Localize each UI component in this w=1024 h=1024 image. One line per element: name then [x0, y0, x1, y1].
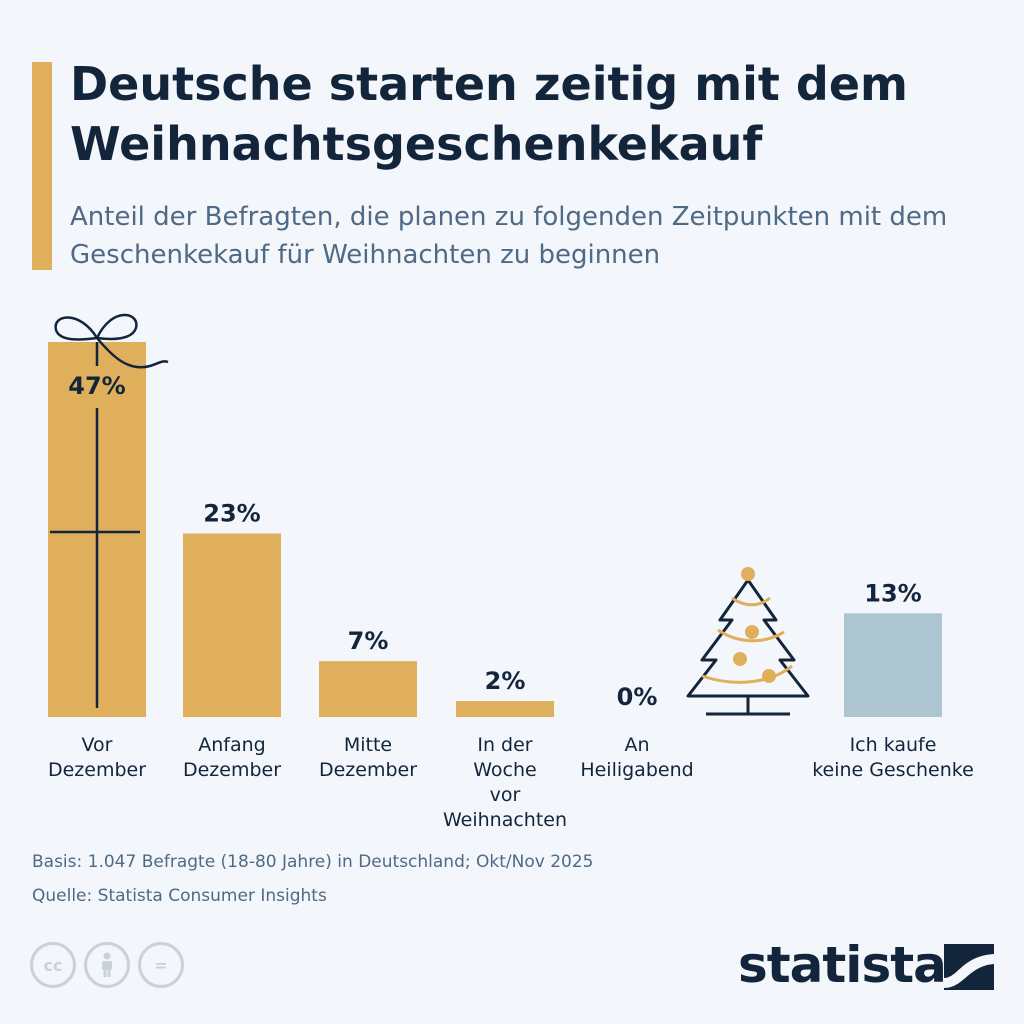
category-label-0-0: Vor	[82, 734, 113, 756]
statista-logo-icon	[944, 944, 994, 990]
chart-title: Deutsche starten zeitig mit dem Weihnach…	[70, 57, 908, 171]
bar-1	[183, 533, 281, 717]
category-label-0-1: Dezember	[48, 759, 146, 781]
category-label-5-1: keine Geschenke	[812, 759, 974, 781]
chart-subtitle: Anteil der Befragten, die planen zu folg…	[70, 202, 948, 270]
category-label-4-1: Heiligabend	[580, 759, 693, 781]
bar-chart: 47% Vor Dezember 23% Anfang Dezember 7% Mitte De…	[48, 313, 974, 831]
bar-value-label-4: 0%	[617, 683, 658, 711]
person-icon	[84, 942, 130, 988]
bar-value-label-0: 47%	[68, 372, 125, 400]
accent-bar	[32, 62, 52, 270]
license-icons: cc =	[30, 942, 184, 988]
category-label-4-0: An	[624, 734, 649, 756]
category-label-5-0: Ich kaufe	[850, 734, 937, 756]
footer-source: Quelle: Statista Consumer Insights	[32, 886, 327, 906]
category-label-3-3: Weihnachten	[443, 809, 567, 831]
bar-value-label-2: 7%	[348, 627, 389, 655]
cc-icon: cc	[30, 942, 76, 988]
bar-value-label-1: 23%	[203, 499, 260, 527]
footer-basis: Basis: 1.047 Befragte (18-80 Jahre) in D…	[32, 852, 594, 872]
bar-value-label-5: 13%	[864, 579, 921, 607]
category-label-3-1: Woche	[473, 759, 536, 781]
category-label-3-2: vor	[490, 784, 521, 806]
bar-3	[456, 701, 554, 717]
category-label-3-0: In der	[477, 734, 532, 756]
equals-icon: =	[138, 942, 184, 988]
bar-2	[319, 661, 417, 717]
category-label-2-0: Mitte	[344, 734, 392, 756]
bar-value-label-3: 2%	[485, 667, 526, 695]
bar-5	[844, 613, 942, 717]
gift-ribbon-icon	[50, 313, 169, 708]
category-label-2-1: Dezember	[319, 759, 417, 781]
statista-logo-text: statista	[738, 936, 947, 994]
christmas-tree-icon	[686, 567, 810, 716]
category-label-1-1: Dezember	[183, 759, 281, 781]
category-label-1-0: Anfang	[198, 734, 265, 756]
